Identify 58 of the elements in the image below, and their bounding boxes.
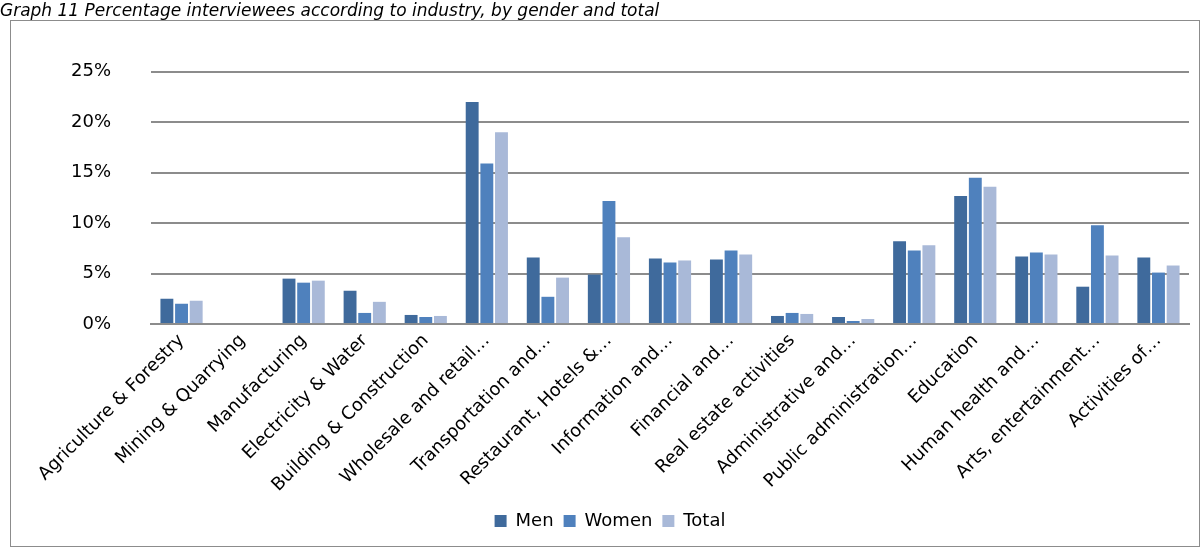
bar (419, 316, 433, 324)
y-tick-label: 0% (82, 311, 112, 333)
bar (189, 300, 203, 324)
y-tick-label: 5% (82, 261, 112, 283)
bar (678, 260, 692, 324)
bar (983, 186, 997, 324)
bar (1105, 255, 1119, 324)
bar (893, 241, 907, 324)
y-tick-label: 25% (70, 59, 112, 81)
bar (1015, 256, 1029, 324)
bar (1166, 265, 1180, 324)
bar (1152, 272, 1165, 324)
bar (922, 245, 936, 324)
legend-label: Women (584, 508, 653, 530)
bar (617, 237, 631, 324)
bar (602, 200, 616, 324)
bar (907, 250, 921, 324)
bar (1090, 225, 1104, 324)
bar (739, 254, 753, 324)
chart-title: Graph 11 Percentage interviewees according to industry, by gender and total (0, 0, 661, 20)
bar (1137, 257, 1151, 324)
bar (1076, 286, 1090, 324)
bar (282, 278, 296, 324)
bar (526, 257, 540, 324)
bar (785, 312, 799, 324)
bar (771, 315, 784, 324)
bar (954, 195, 968, 324)
bar (800, 313, 814, 324)
bar (404, 314, 418, 324)
bar (343, 290, 357, 324)
bar (175, 303, 188, 324)
bar (587, 274, 601, 324)
bar (709, 259, 723, 324)
bar (968, 177, 982, 324)
bar (433, 315, 447, 324)
bar (358, 312, 372, 324)
bar (297, 282, 311, 324)
bar (495, 132, 508, 324)
bar (724, 250, 738, 324)
y-tick-label: 10% (70, 210, 112, 232)
bar (648, 258, 662, 324)
bar (160, 298, 174, 324)
bar (861, 318, 875, 324)
bar (372, 301, 386, 324)
bar (663, 262, 677, 324)
bar (1044, 254, 1058, 324)
bar (311, 280, 325, 324)
bar (541, 296, 555, 324)
y-tick-label: 20% (70, 109, 112, 131)
bar (556, 277, 569, 324)
bar (832, 316, 845, 324)
y-tick-label: 15% (70, 160, 112, 182)
legend-label: Men (515, 508, 554, 530)
bar (1029, 252, 1043, 324)
bar (480, 163, 494, 324)
bar (846, 321, 860, 324)
bar (465, 102, 479, 324)
legend-label: Total (682, 508, 726, 530)
